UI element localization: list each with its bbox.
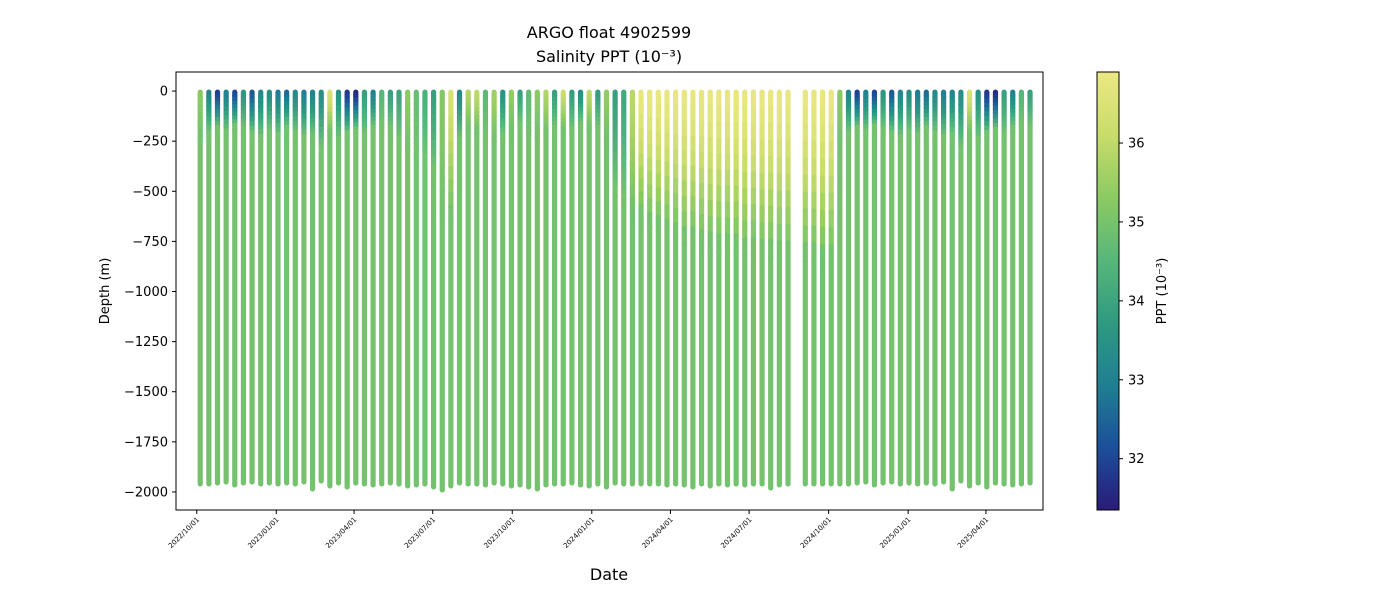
x-tick-label: 2024/10/01 <box>799 516 833 550</box>
x-tick-label: 2024/04/01 <box>641 516 675 550</box>
x-tick-label: 2022/10/01 <box>167 516 201 550</box>
y-tick-label: −1000 <box>124 285 168 300</box>
x-axis: 2022/10/01 2023/01/01 2023/04/01 2023/07/01… <box>167 510 990 550</box>
x-tick-label: 2023/04/01 <box>324 516 358 550</box>
y-tick-label: −250 <box>132 135 168 150</box>
x-tick-label: 2024/01/01 <box>562 516 596 550</box>
colorbar-axis: 32 33 34 35 36 <box>1119 137 1145 467</box>
profile-columns <box>197 89 1033 493</box>
colorbar-tick-label: 32 <box>1128 452 1145 467</box>
y-axis-label: Depth (m) <box>98 258 113 325</box>
chart-title: ARGO float 4902599 <box>527 23 691 42</box>
x-tick-label: 2023/01/01 <box>246 516 280 550</box>
x-axis-label: Date <box>590 565 628 584</box>
y-tick-label: −1750 <box>124 435 168 450</box>
y-tick-label: 0 <box>160 85 168 100</box>
colorbar-label: PPT (10⁻³) <box>1155 258 1170 325</box>
x-tick-label: 2023/07/01 <box>403 516 437 550</box>
colorbar-tick-label: 35 <box>1128 215 1145 230</box>
colorbar-tick-label: 36 <box>1128 137 1145 152</box>
y-tick-label: −500 <box>132 185 168 200</box>
y-axis: 0 −250 −500 −750 −1000 −1250 −1500 −1750 −2000 <box>124 85 176 500</box>
plot-frame <box>175 71 1044 511</box>
colorbar-tick-label: 34 <box>1128 294 1145 309</box>
x-tick-label: 2025/04/01 <box>956 516 990 550</box>
chart-subtitle: Salinity PPT (10⁻³) <box>536 47 682 66</box>
y-tick-label: −750 <box>132 235 168 250</box>
x-tick-label: 2023/10/01 <box>482 516 516 550</box>
colorbar <box>1096 71 1120 511</box>
colorbar-tick-label: 33 <box>1128 373 1145 388</box>
x-tick-label: 2024/07/01 <box>719 516 753 550</box>
y-tick-label: −1250 <box>124 335 168 350</box>
y-tick-label: −2000 <box>124 485 168 500</box>
y-tick-label: −1500 <box>124 385 168 400</box>
x-tick-label: 2025/01/01 <box>878 516 912 550</box>
